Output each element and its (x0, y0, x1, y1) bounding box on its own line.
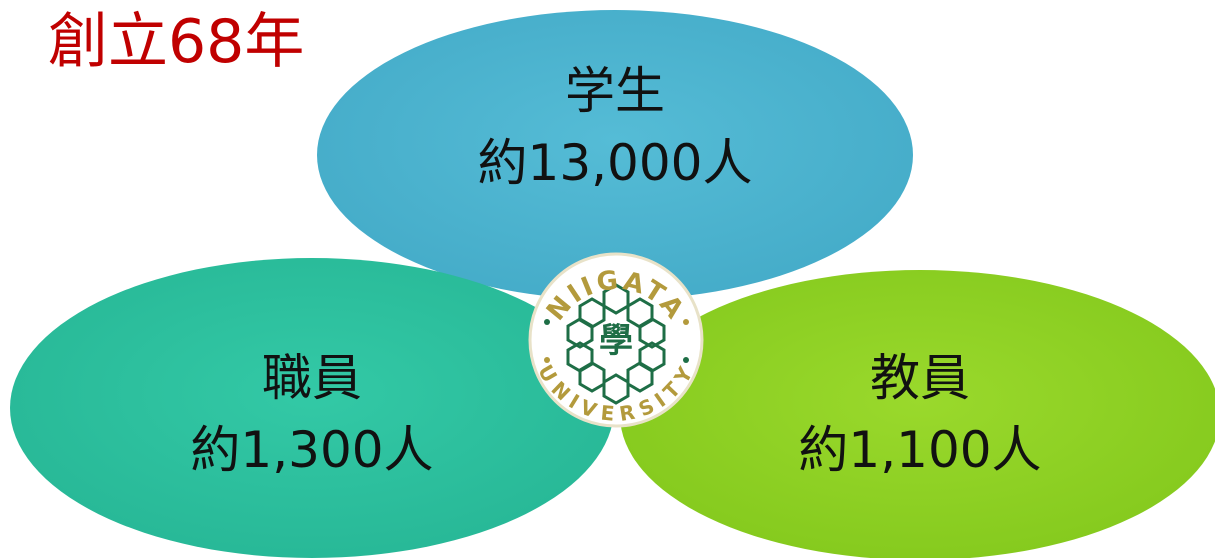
title: 創立68年 (48, 7, 304, 77)
node-value: 約1,300人 (190, 421, 433, 479)
node-value: 約1,100人 (798, 421, 1041, 479)
logo-dot (683, 319, 689, 325)
logo-dot (544, 319, 550, 325)
ellipse-staff (10, 258, 614, 558)
node-value: 約13,000人 (478, 134, 753, 192)
node-label: 教員 (870, 349, 970, 407)
logo-center: 學 (599, 321, 633, 361)
logo: 學 NIIGATA UNIVERSITY (528, 252, 704, 428)
ellipse-faculty (620, 270, 1215, 558)
logo-dot (544, 357, 550, 363)
node-label: 学生 (565, 62, 665, 120)
logo-dot (683, 357, 689, 363)
logo-disc (528, 252, 704, 428)
logo-hexagons (566, 283, 666, 405)
ellipse-students (317, 10, 913, 300)
node-label: 職員 (262, 349, 362, 407)
